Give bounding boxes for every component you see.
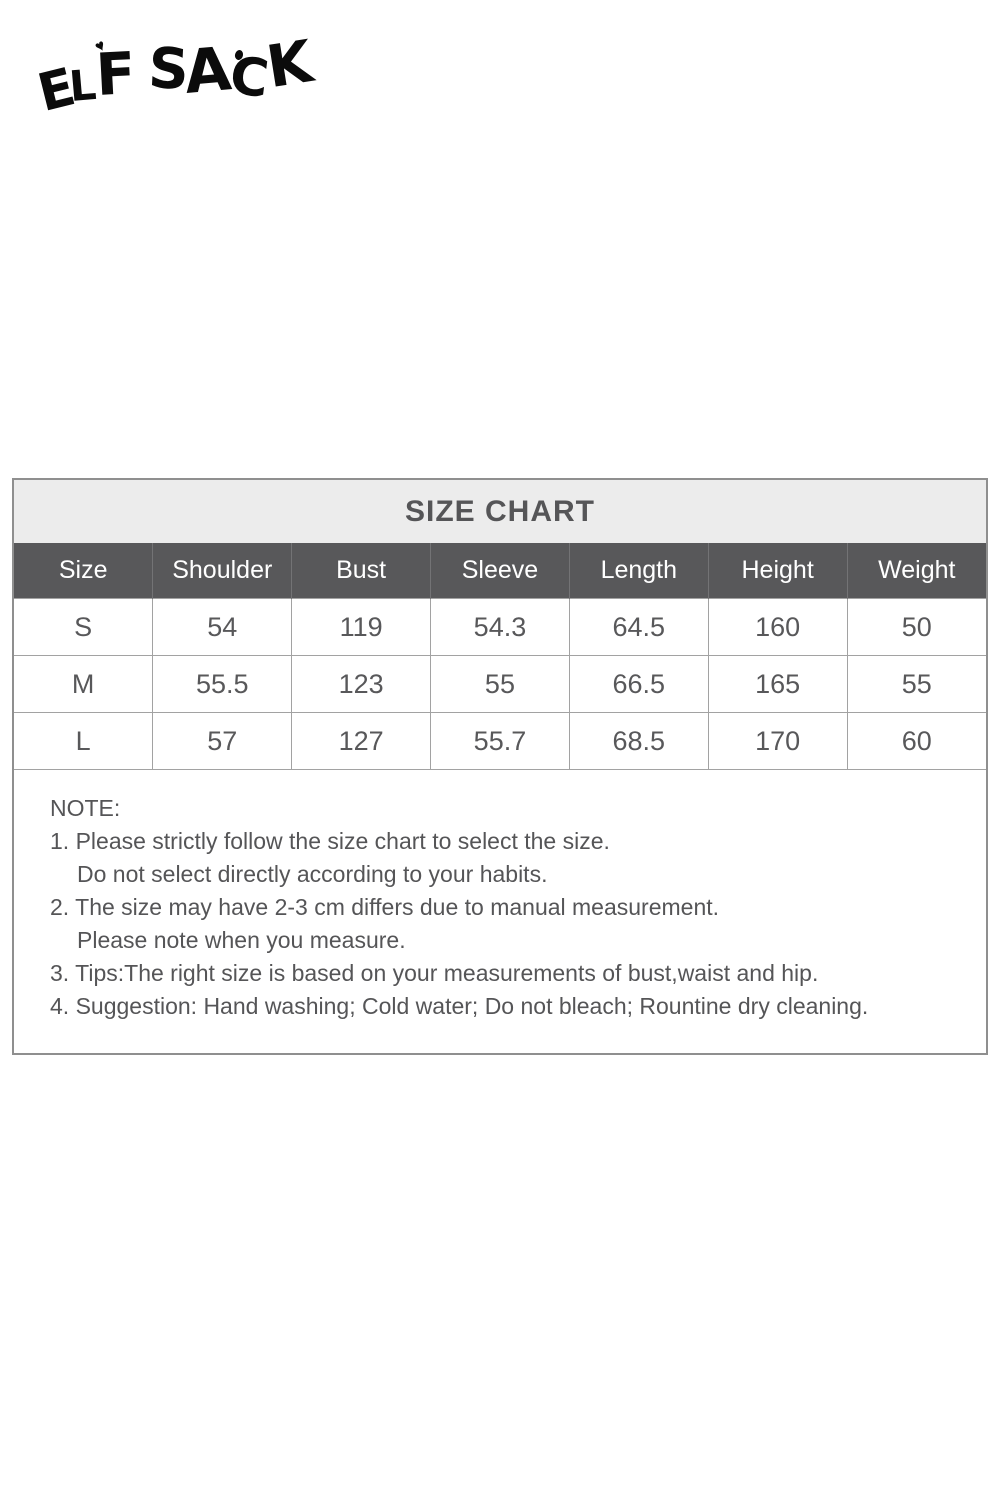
logo-letter: K bbox=[261, 27, 317, 102]
cell-size: L bbox=[14, 712, 154, 770]
size-chart-title: SIZE CHART bbox=[14, 480, 986, 543]
cell-size: M bbox=[14, 655, 154, 713]
cell-sleeve: 55 bbox=[430, 655, 570, 713]
note-line-2b: Please note when you measure. bbox=[77, 927, 406, 953]
brand-logo: ♥ ELF SACK bbox=[32, 27, 317, 124]
cell-height: 160 bbox=[707, 598, 848, 656]
cell-shoulder: 55.5 bbox=[152, 655, 293, 713]
cell-size: S bbox=[14, 598, 154, 656]
cell-sleeve: 55.7 bbox=[430, 712, 570, 770]
table-header-row: Size Shoulder Bust Sleeve Length Height … bbox=[14, 543, 986, 599]
notes-heading: NOTE: bbox=[50, 795, 121, 821]
column-header-weight: Weight bbox=[846, 543, 986, 599]
size-chart-box: SIZE CHART Size Shoulder Bust Sleeve Len… bbox=[12, 478, 988, 1055]
note-line-2: 2. The size may have 2-3 cm differs due … bbox=[50, 894, 720, 920]
column-header-sleeve: Sleeve bbox=[430, 543, 570, 599]
cell-length: 68.5 bbox=[568, 712, 709, 770]
cell-weight: 50 bbox=[846, 598, 986, 656]
cell-length: 64.5 bbox=[568, 598, 709, 656]
logo-letter: A bbox=[181, 34, 235, 108]
cell-bust: 127 bbox=[291, 712, 432, 770]
cell-shoulder: 54 bbox=[152, 598, 293, 656]
note-line-4: 4. Suggestion: Hand washing; Cold water;… bbox=[50, 993, 869, 1019]
column-header-height: Height bbox=[707, 543, 848, 599]
note-line-3: 3. Tips:The right size is based on your … bbox=[50, 960, 819, 986]
note-line-1b: Do not select directly according to your… bbox=[77, 861, 548, 887]
column-header-shoulder: Shoulder bbox=[152, 543, 292, 599]
note-line-1: 1. Please strictly follow the size chart… bbox=[50, 828, 610, 854]
table-row-m: M 55.5 123 55 66.5 165 55 bbox=[14, 655, 986, 713]
column-header-bust: Bust bbox=[291, 543, 431, 599]
cell-sleeve: 54.3 bbox=[430, 598, 570, 656]
cell-bust: 123 bbox=[291, 655, 432, 713]
logo-letter: F bbox=[94, 39, 138, 109]
cell-bust: 119 bbox=[291, 598, 432, 656]
notes-section: NOTE: 1. Please strictly follow the size… bbox=[14, 770, 986, 1053]
column-header-length: Length bbox=[568, 543, 709, 599]
table-row-s: S 54 119 54.3 64.5 160 50 bbox=[14, 598, 986, 656]
size-chart-table: Size Shoulder Bust Sleeve Length Height … bbox=[14, 543, 986, 770]
table-row-l: L 57 127 55.7 68.5 170 60 bbox=[14, 712, 986, 770]
cell-height: 165 bbox=[707, 655, 848, 713]
cell-height: 170 bbox=[707, 712, 848, 770]
cell-weight: 55 bbox=[846, 655, 986, 713]
logo-letter: C bbox=[226, 45, 272, 111]
cell-shoulder: 57 bbox=[152, 712, 293, 770]
cell-weight: 60 bbox=[846, 712, 986, 770]
cell-length: 66.5 bbox=[568, 655, 709, 713]
logo-letter: L bbox=[66, 59, 98, 112]
column-header-size: Size bbox=[14, 543, 153, 599]
